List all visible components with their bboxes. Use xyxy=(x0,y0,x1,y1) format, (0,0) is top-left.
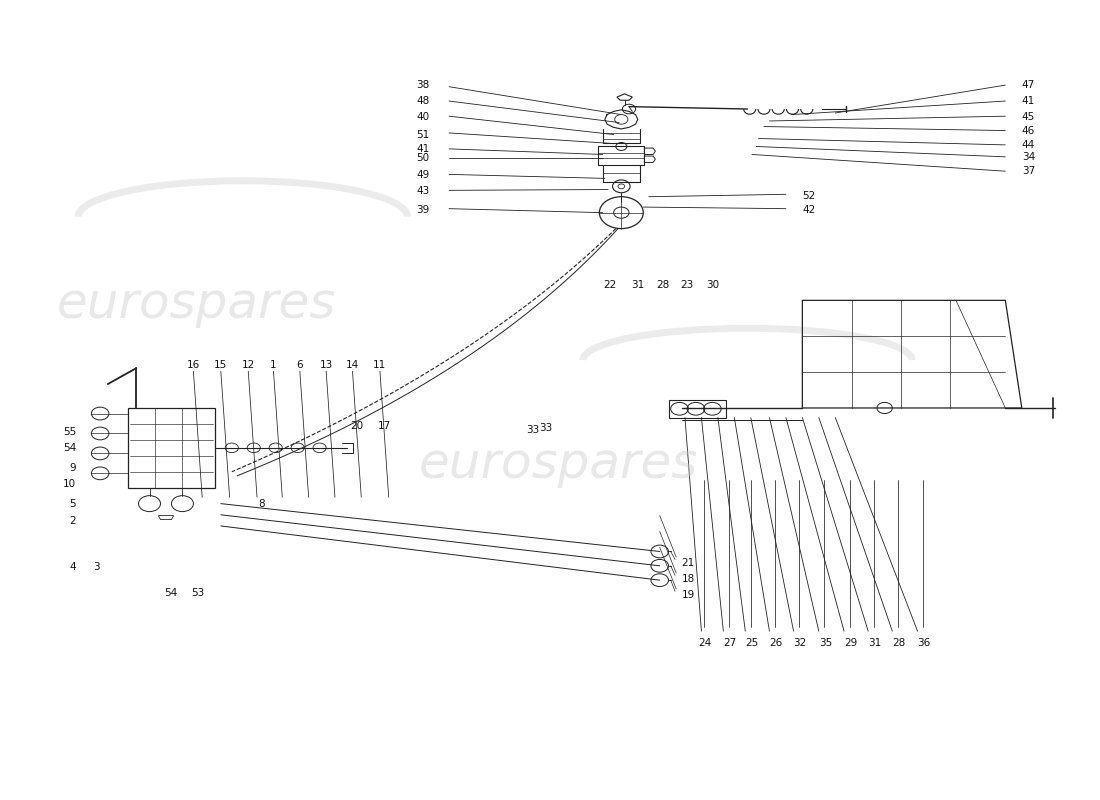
Text: 38: 38 xyxy=(416,80,429,90)
Text: eurospares: eurospares xyxy=(56,280,336,328)
Text: 43: 43 xyxy=(416,186,429,196)
Text: 5: 5 xyxy=(69,498,76,509)
Text: 31: 31 xyxy=(631,280,645,290)
Text: 48: 48 xyxy=(416,96,429,106)
Text: 14: 14 xyxy=(345,360,359,370)
Text: 36: 36 xyxy=(917,638,931,648)
Text: 24: 24 xyxy=(698,638,712,648)
Text: 33: 33 xyxy=(526,426,539,435)
Text: 35: 35 xyxy=(818,638,832,648)
Text: 15: 15 xyxy=(214,360,228,370)
Text: 10: 10 xyxy=(63,478,76,489)
Text: 33: 33 xyxy=(539,423,552,433)
Text: 8: 8 xyxy=(258,498,265,509)
Text: 47: 47 xyxy=(1022,80,1035,90)
Text: 54: 54 xyxy=(164,588,177,598)
Text: 45: 45 xyxy=(1022,112,1035,122)
Text: 13: 13 xyxy=(319,360,333,370)
Text: 34: 34 xyxy=(1022,152,1035,162)
Text: 3: 3 xyxy=(94,562,100,573)
Text: 44: 44 xyxy=(1022,140,1035,150)
Text: 12: 12 xyxy=(242,360,255,370)
Text: 53: 53 xyxy=(191,588,205,598)
Text: 46: 46 xyxy=(1022,126,1035,135)
Text: 26: 26 xyxy=(769,638,783,648)
Text: 42: 42 xyxy=(802,206,815,215)
Text: 1: 1 xyxy=(271,360,277,370)
Text: 54: 54 xyxy=(63,443,76,453)
Text: 40: 40 xyxy=(416,112,429,122)
Text: 32: 32 xyxy=(793,638,806,648)
Text: 31: 31 xyxy=(868,638,881,648)
Text: 50: 50 xyxy=(416,154,429,163)
Text: 4: 4 xyxy=(69,562,76,573)
Text: 6: 6 xyxy=(297,360,304,370)
Text: 52: 52 xyxy=(802,191,815,201)
Text: 41: 41 xyxy=(1022,96,1035,106)
Text: 22: 22 xyxy=(604,280,617,290)
Text: 55: 55 xyxy=(63,427,76,437)
Text: 9: 9 xyxy=(69,462,76,473)
Text: 23: 23 xyxy=(681,280,694,290)
Text: 37: 37 xyxy=(1022,166,1035,176)
Text: 17: 17 xyxy=(377,421,390,430)
Text: 28: 28 xyxy=(657,280,670,290)
Text: 28: 28 xyxy=(892,638,905,648)
Text: eurospares: eurospares xyxy=(418,440,697,488)
Text: 18: 18 xyxy=(682,574,695,584)
Text: 20: 20 xyxy=(350,421,363,430)
Text: 51: 51 xyxy=(416,130,429,139)
Text: 11: 11 xyxy=(373,360,386,370)
Text: 25: 25 xyxy=(746,638,759,648)
Text: 16: 16 xyxy=(187,360,200,370)
Text: 21: 21 xyxy=(682,558,695,569)
Text: 41: 41 xyxy=(416,144,429,154)
Text: 30: 30 xyxy=(706,280,719,290)
Text: 27: 27 xyxy=(724,638,737,648)
Text: 29: 29 xyxy=(844,638,857,648)
Text: 2: 2 xyxy=(69,516,76,526)
Text: 39: 39 xyxy=(416,206,429,215)
Text: 19: 19 xyxy=(682,590,695,600)
Text: 49: 49 xyxy=(416,170,429,180)
